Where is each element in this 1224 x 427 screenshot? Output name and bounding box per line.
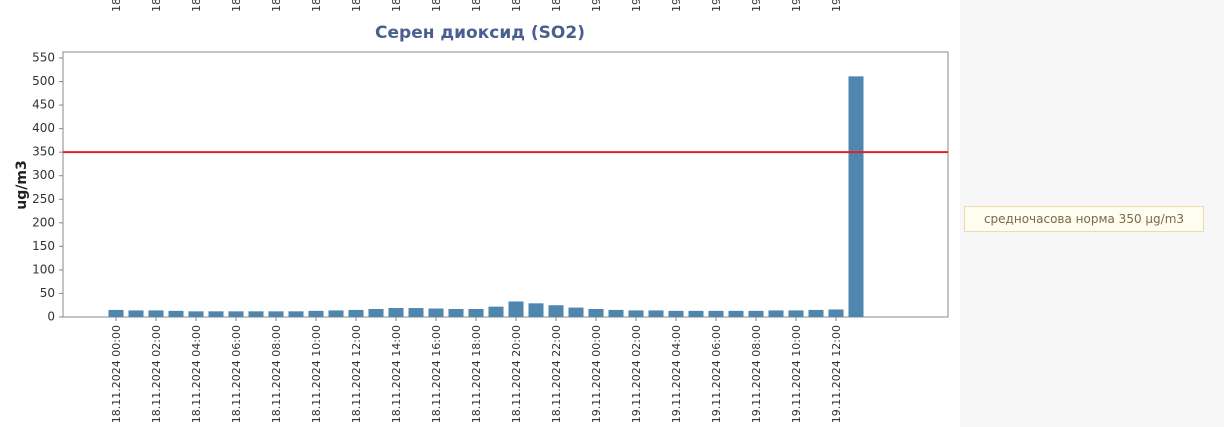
y-tick-label: 350: [32, 145, 55, 159]
x-tick-label: 19.11.2024 06:00: [710, 325, 723, 423]
y-tick-label: 50: [40, 286, 55, 300]
x-tick-label: 18.11.2024 04:00: [190, 325, 203, 423]
x-tick-label: 18.11.2024 08:00: [270, 325, 283, 423]
cut-label: 18.: [430, 0, 443, 12]
x-tick-label: 18.11.2024 00:00: [110, 325, 123, 423]
bar: [528, 303, 544, 317]
cut-label: 18.: [190, 0, 203, 12]
cut-label: 18.: [350, 0, 363, 12]
chart-title: Серен диоксид (SO2): [375, 23, 585, 43]
bar: [388, 308, 404, 317]
bar: [268, 311, 284, 317]
y-tick-label: 550: [32, 51, 55, 65]
x-tick-label: 18.11.2024 10:00: [310, 325, 323, 423]
cut-label: 19.: [830, 0, 843, 12]
chart: Серен диоксид (SO2) ug/m3 0 50 100 150 200 25…: [14, 0, 949, 423]
y-tick-label: 500: [32, 74, 55, 88]
cut-label: 18.: [110, 0, 123, 12]
x-tick-label: 18.11.2024 06:00: [230, 325, 243, 423]
cut-label: 18.: [390, 0, 403, 12]
cut-label: 18.: [270, 0, 283, 12]
y-axis-label: ug/m3: [14, 160, 30, 209]
plot-area: [62, 51, 949, 318]
bar: [848, 76, 864, 318]
bar: [328, 310, 344, 317]
y-tick-label: 250: [32, 192, 55, 206]
cut-label: 19.: [630, 0, 643, 12]
bar: [568, 307, 584, 317]
bar: [748, 310, 764, 317]
x-tick-label: 18.11.2024 16:00: [430, 325, 443, 423]
bar: [188, 311, 204, 317]
bar: [648, 310, 664, 317]
x-tick-label: 18.11.2024 20:00: [510, 325, 523, 423]
bar: [768, 310, 784, 317]
cut-label: 19.: [750, 0, 763, 12]
bar: [248, 311, 264, 317]
bar: [688, 310, 704, 317]
cut-label: 18.1: [150, 0, 163, 12]
x-tick-label: 19.11.2024 08:00: [750, 325, 763, 423]
bar: [408, 308, 424, 317]
x-tick-label: 18.11.2024 22:00: [550, 325, 563, 423]
cut-label: 19.: [710, 0, 723, 12]
bar: [148, 310, 164, 317]
bar: [208, 311, 224, 317]
cut-label: 18.: [310, 0, 323, 12]
bar: [468, 308, 484, 317]
x-tick-label: 18.11.2024 14:00: [390, 325, 403, 423]
bar: [588, 308, 604, 317]
bar: [828, 309, 844, 317]
y-tick-label: 0: [47, 310, 55, 324]
bar: [608, 309, 624, 317]
y-tick-label: 200: [32, 215, 55, 229]
bar: [168, 310, 184, 317]
cut-label: 18.: [470, 0, 483, 12]
x-tick-label: 19.11.2024 12:00: [830, 325, 843, 423]
y-tick-label: 100: [32, 262, 55, 276]
cut-label: 19.: [670, 0, 683, 12]
threshold-note: средночасова норма 350 µg/m3: [964, 206, 1204, 232]
bar: [308, 310, 324, 317]
cut-label: 18.: [230, 0, 243, 12]
x-tick-label: 19.11.2024 00:00: [590, 325, 603, 423]
cut-label: 19.: [790, 0, 803, 12]
bar: [628, 310, 644, 317]
bar: [228, 311, 244, 317]
bar: [488, 306, 504, 317]
y-tick-label: 450: [32, 98, 55, 112]
x-tick-label: 19.11.2024 02:00: [630, 325, 643, 423]
y-tick-label: 150: [32, 239, 55, 253]
bar: [428, 308, 444, 317]
cut-label: 18.: [510, 0, 523, 12]
y-tick-label: 400: [32, 121, 55, 135]
bar: [548, 305, 564, 317]
bar: [708, 310, 724, 317]
x-tick-label: 19.11.2024 10:00: [790, 325, 803, 423]
x-tick-label: 19.11.2024 04:00: [670, 325, 683, 423]
x-tick-label: 18.11.2024 18:00: [470, 325, 483, 423]
bar: [668, 310, 684, 317]
bar: [788, 310, 804, 317]
bar: [368, 308, 384, 317]
y-tick-label: 300: [32, 168, 55, 182]
cut-label: 19.: [590, 0, 603, 12]
cut-label: 18.: [550, 0, 563, 12]
bar: [108, 309, 124, 317]
x-tick-label: 18.11.2024 12:00: [350, 325, 363, 423]
bar: [288, 311, 304, 317]
bar: [348, 309, 364, 317]
bar: [728, 310, 744, 317]
bar: [128, 310, 144, 317]
bar: [808, 309, 824, 317]
x-tick-label: 18.11.2024 02:00: [150, 325, 163, 423]
bar: [448, 308, 464, 317]
bar: [508, 301, 524, 317]
